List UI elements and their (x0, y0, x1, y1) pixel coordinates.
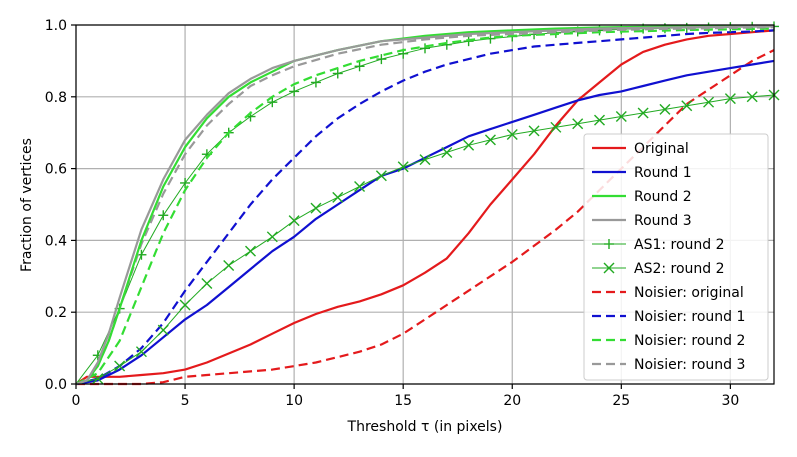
legend-label: Noisier: round 2 (634, 333, 745, 349)
x-tick-label: 30 (721, 393, 739, 409)
legend-item: Noisier: round 2 (592, 333, 745, 349)
x-tick-label: 20 (503, 393, 521, 409)
legend-item: Round 3 (592, 213, 692, 229)
legend-label: AS2: round 2 (634, 261, 725, 277)
y-tick-label: 0.0 (45, 377, 67, 393)
y-tick-label: 0.6 (45, 162, 67, 178)
legend-item: Round 2 (592, 189, 692, 205)
y-tick-label: 0.4 (45, 233, 67, 249)
legend-label: Round 1 (634, 165, 692, 181)
series-original (75, 29, 775, 385)
legend-label: Noisier: round 3 (634, 357, 745, 373)
legend-label: Noisier: original (634, 285, 744, 301)
x-tick-label: 0 (72, 393, 81, 409)
series-noisier-round-1 (75, 29, 775, 386)
legend-label: Round 3 (634, 213, 692, 229)
y-tick-label: 0.8 (45, 90, 67, 106)
legend-item: AS2: round 2 (592, 261, 725, 277)
y-axis-label: Fraction of vertices (19, 138, 35, 272)
plot-frame (75, 24, 775, 385)
series-as2-round-2 (75, 89, 780, 385)
x-axis-label: Threshold τ (in pixels) (347, 419, 503, 435)
legend: Original Round 1 Round 2 Round 3 AS1: round … (583, 133, 769, 381)
legend-item: Noisier: round 1 (592, 309, 745, 325)
legend-item: Noisier: original (592, 285, 744, 301)
legend-item: Noisier: round 3 (592, 357, 745, 373)
legend-label: Noisier: round 1 (634, 309, 745, 325)
legend-item: Round 1 (592, 165, 692, 181)
legend-item: AS1: round 2 (592, 237, 725, 253)
legend-label: AS1: round 2 (634, 237, 725, 253)
series-noisier-original (76, 49, 775, 386)
series-round-3 (75, 25, 775, 386)
y-tick-label: 0.2 (45, 305, 67, 321)
y-tick-label: 1.0 (45, 18, 67, 34)
series-layer (75, 21, 780, 386)
legend-label: Original (634, 141, 689, 157)
x-tick-label: 5 (181, 393, 190, 409)
legend-label: Round 2 (634, 189, 692, 205)
legend-box (583, 133, 769, 381)
x-tick-label: 10 (285, 393, 303, 409)
x-tick-label: 15 (394, 393, 412, 409)
series-round-1 (75, 59, 775, 386)
legend-item: Original (592, 141, 689, 157)
axis-ticks: 0 5 10 15 20 25 30 0.0 0.2 0.4 0.6 0.8 1.0 (45, 18, 740, 409)
x-tick-label: 25 (612, 393, 630, 409)
series-noisier-round-2 (75, 27, 775, 385)
